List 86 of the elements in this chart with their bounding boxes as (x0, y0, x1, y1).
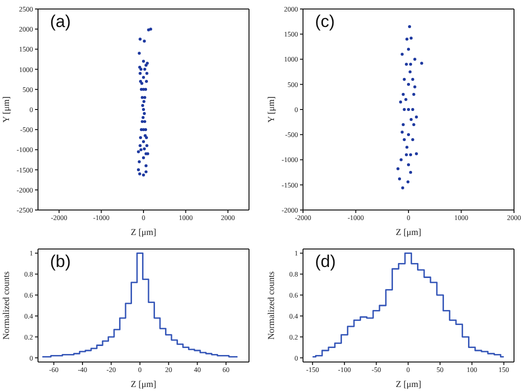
point (400, 158, 403, 162)
point (402, 78, 406, 81)
point (410, 118, 413, 122)
point (402, 108, 406, 111)
point (405, 146, 408, 149)
point (139, 136, 142, 140)
point (138, 172, 142, 176)
point (140, 96, 144, 99)
point (138, 52, 141, 55)
annotation: (a) (50, 12, 71, 32)
point (412, 92, 416, 96)
point (408, 25, 412, 28)
point (144, 170, 148, 174)
point (144, 164, 148, 168)
point (142, 40, 146, 43)
point (412, 123, 416, 126)
point (142, 147, 146, 150)
point (142, 140, 145, 144)
point (138, 160, 141, 164)
point (404, 98, 408, 101)
point (402, 92, 405, 96)
x-axis-title: Z [μm] (130, 379, 156, 389)
point (138, 72, 142, 75)
point (140, 120, 144, 124)
point (143, 68, 146, 71)
point (409, 62, 412, 66)
point (408, 70, 412, 74)
point (145, 144, 148, 148)
point (414, 116, 418, 119)
x-axis-title: Z [μm] (396, 227, 422, 237)
point (139, 148, 142, 152)
point (400, 130, 404, 134)
y-axis-title: Normalized counts (266, 270, 276, 340)
point (142, 156, 145, 160)
point (145, 72, 148, 75)
point (401, 186, 404, 190)
point (410, 36, 413, 40)
point (406, 180, 410, 184)
point (136, 168, 140, 172)
point (409, 153, 412, 156)
point (402, 123, 405, 126)
point (142, 112, 146, 116)
y-axis-title: Y [μm] (1, 96, 12, 123)
point (138, 38, 142, 41)
point (142, 108, 145, 111)
point (407, 82, 410, 86)
point (407, 163, 410, 166)
point (407, 133, 410, 136)
point (400, 52, 404, 56)
point (398, 177, 402, 180)
point (405, 38, 408, 41)
point (407, 48, 410, 51)
annotation: (b) (50, 252, 71, 272)
y-axis-title: Y [μm] (266, 96, 276, 123)
point (414, 152, 418, 156)
point (144, 80, 148, 83)
point (409, 170, 412, 174)
point (142, 128, 145, 132)
point (142, 100, 146, 103)
point (142, 60, 145, 63)
point (399, 100, 402, 104)
point (142, 76, 145, 79)
point (143, 120, 146, 124)
point (411, 138, 414, 142)
point (396, 167, 400, 170)
point (411, 108, 414, 111)
point (142, 88, 145, 91)
annotation: (c) (315, 12, 335, 32)
point (143, 96, 146, 99)
point (136, 150, 140, 154)
point (402, 138, 406, 142)
point (141, 104, 144, 107)
point (142, 116, 145, 120)
point (407, 108, 410, 111)
y-axis-title: Normalized counts (1, 270, 12, 340)
point (404, 153, 408, 156)
point (413, 85, 416, 88)
point (420, 62, 424, 65)
point (142, 174, 145, 177)
point (404, 62, 408, 66)
x-axis-title: Z [μm] (396, 379, 422, 389)
x-axis-title: Z [μm] (130, 227, 156, 237)
point (413, 58, 416, 61)
point (411, 78, 414, 81)
annotation: (d) (315, 252, 336, 272)
point (138, 144, 142, 148)
